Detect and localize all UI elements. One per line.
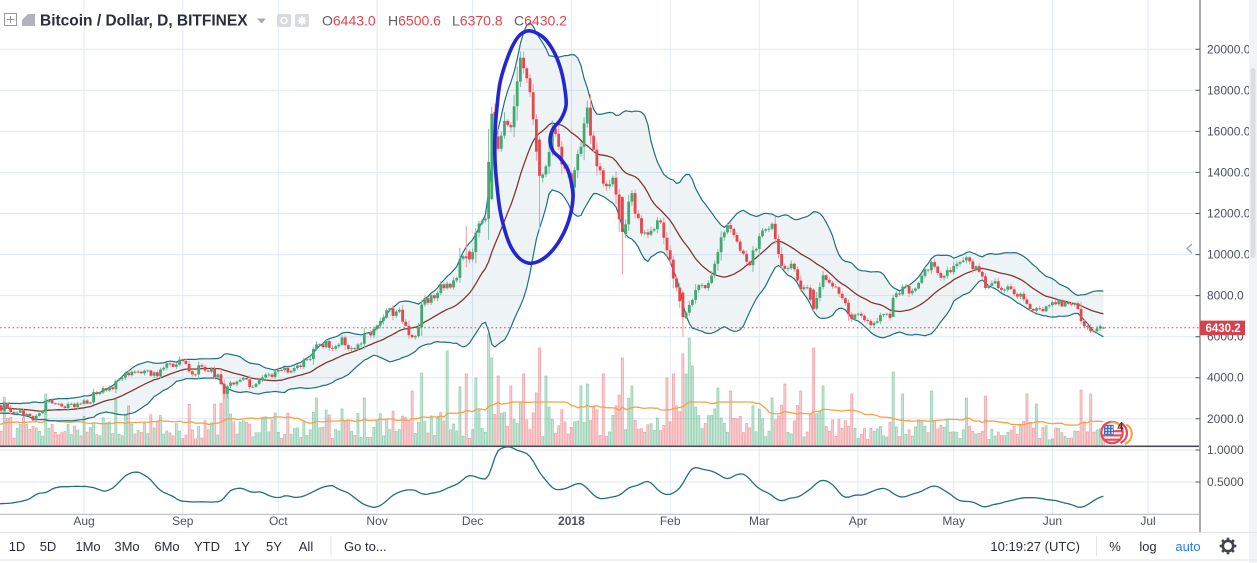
- svg-text:Oct: Oct: [269, 514, 288, 528]
- svg-text:auto: auto: [1175, 539, 1200, 554]
- svg-text:6430.2: 6430.2: [1206, 323, 1241, 335]
- svg-text:Bitcoin / Dollar, D, BITFINEX: Bitcoin / Dollar, D, BITFINEX: [40, 13, 248, 30]
- svg-text:16000.0: 16000.0: [1207, 124, 1251, 138]
- svg-text:10000.0: 10000.0: [1207, 248, 1251, 262]
- svg-text:%: %: [1109, 539, 1121, 554]
- svg-text:All: All: [299, 539, 314, 554]
- svg-text:5D: 5D: [40, 539, 57, 554]
- svg-text:Mar: Mar: [749, 514, 770, 528]
- svg-text:May: May: [942, 514, 965, 528]
- svg-text:Aug: Aug: [73, 514, 94, 528]
- svg-text:Go to...: Go to...: [344, 539, 387, 554]
- svg-text:Dec: Dec: [462, 514, 483, 528]
- svg-text:5Y: 5Y: [266, 539, 282, 554]
- svg-text:1Y: 1Y: [234, 539, 250, 554]
- svg-text:H6500.6: H6500.6: [388, 13, 441, 29]
- svg-text:4: 4: [1117, 421, 1124, 433]
- svg-text:12000.0: 12000.0: [1207, 207, 1251, 221]
- svg-text:8000.0: 8000.0: [1207, 289, 1244, 303]
- svg-text:3Mo: 3Mo: [114, 539, 139, 554]
- svg-text:2000.0: 2000.0: [1207, 412, 1244, 426]
- svg-text:log: log: [1139, 539, 1156, 554]
- svg-text:YTD: YTD: [194, 539, 220, 554]
- svg-text:Jul: Jul: [1140, 514, 1155, 528]
- svg-text:O6443.0: O6443.0: [322, 13, 376, 29]
- svg-text:1D: 1D: [9, 539, 26, 554]
- svg-text:6Mo: 6Mo: [154, 539, 179, 554]
- svg-text:1.0000: 1.0000: [1207, 443, 1244, 457]
- svg-text:10:19:27 (UTC): 10:19:27 (UTC): [990, 539, 1080, 554]
- svg-text:1Mo: 1Mo: [75, 539, 100, 554]
- svg-text:2018: 2018: [558, 514, 585, 528]
- svg-text:Jun: Jun: [1043, 514, 1062, 528]
- svg-text:Feb: Feb: [660, 514, 681, 528]
- svg-text:18000.0: 18000.0: [1207, 83, 1251, 97]
- svg-text:L6370.8: L6370.8: [452, 13, 503, 29]
- svg-text:14000.0: 14000.0: [1207, 165, 1251, 179]
- svg-text:4000.0: 4000.0: [1207, 371, 1244, 385]
- svg-text:0.5000: 0.5000: [1207, 475, 1244, 489]
- svg-text:Apr: Apr: [849, 514, 868, 528]
- svg-text:20000.0: 20000.0: [1207, 42, 1251, 56]
- svg-text:C6430.2: C6430.2: [514, 13, 567, 29]
- svg-text:Sep: Sep: [172, 514, 194, 528]
- svg-text:Nov: Nov: [366, 514, 387, 528]
